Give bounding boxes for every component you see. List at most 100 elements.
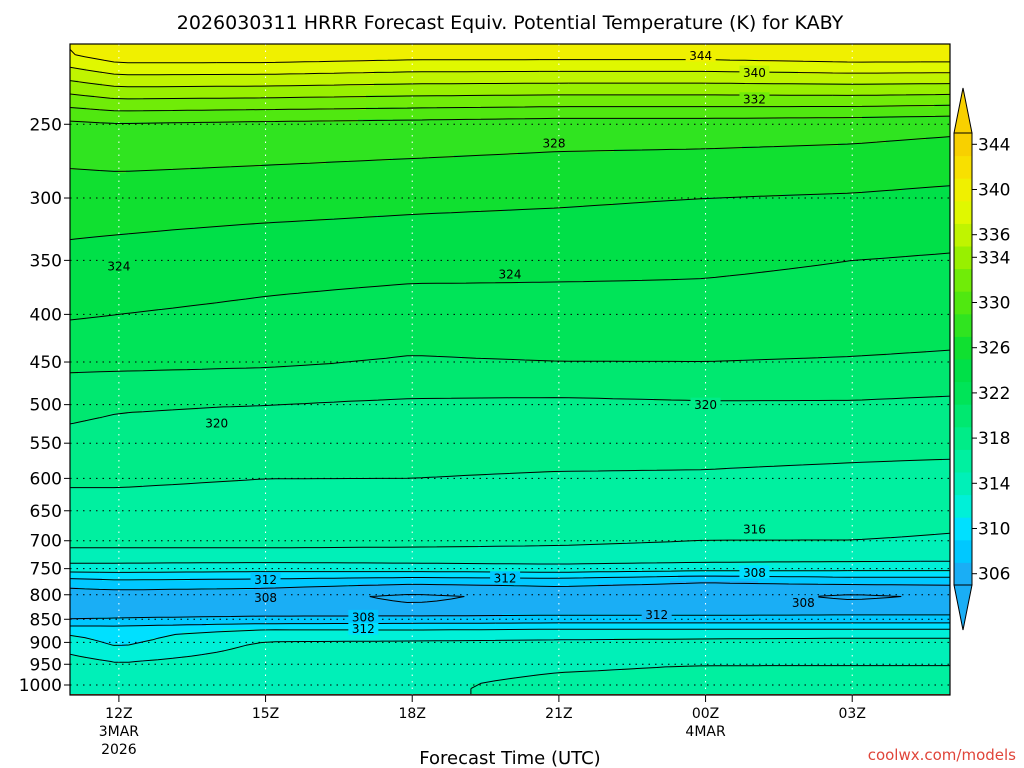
x-tick-label: 12Z [105, 706, 132, 722]
contour-label-text: 340 [743, 66, 766, 80]
contour-label-308: 308 [788, 595, 819, 610]
colorbar-swatch-334 [954, 246, 972, 270]
contour-316 [70, 532, 950, 694]
x-tick-label: 15Z [252, 706, 279, 722]
contour-label-308: 308 [348, 609, 379, 624]
x-tick-label: 00Z [692, 706, 719, 722]
y-tick-label: 250 [30, 115, 62, 135]
colorbar-label: 334 [978, 248, 1010, 268]
plot-border [69, 43, 951, 696]
contour-label-text: 312 [352, 622, 375, 636]
contour-308 [70, 582, 950, 620]
colorbar-swatch-308 [954, 539, 972, 563]
contour-328 [70, 136, 950, 172]
colorbar-swatch-324 [954, 359, 972, 383]
colorbar-swatch-316 [954, 449, 972, 473]
y-tick-label: 700 [30, 532, 62, 552]
contour-322 [70, 349, 950, 374]
colorbar-swatch-344 [954, 133, 972, 157]
y-tick-label: 600 [30, 469, 62, 489]
colorbar-swatch-306 [954, 562, 972, 586]
contour-label-text: 344 [689, 49, 712, 63]
contour-label-text: 324 [499, 268, 522, 282]
contour-label-312: 312 [490, 571, 521, 586]
contour-320 [70, 395, 950, 425]
y-tick-label: 400 [30, 305, 62, 325]
contour-340 [70, 49, 950, 64]
colorbar-swatch-340 [954, 178, 972, 202]
plot-area [70, 44, 950, 695]
contour-label-text: 308 [352, 610, 375, 624]
colorbar-max-arrow [953, 87, 973, 134]
contour-label-328: 328 [539, 136, 569, 151]
contour-336 [70, 80, 950, 88]
colorbar-swatch-326 [954, 336, 972, 360]
colorbar-swatch-342 [954, 155, 972, 179]
contour-label-312: 312 [348, 621, 379, 636]
colorbar-swatch-310 [954, 517, 972, 541]
contour-332 [70, 104, 950, 112]
colorbar-label: 310 [978, 520, 1010, 540]
y-tick-label: 500 [30, 396, 62, 416]
contour-324 [70, 252, 950, 321]
y-tick-label: 300 [30, 189, 62, 209]
y-tick-label: 350 [30, 251, 62, 271]
contour-label-308: 308 [739, 565, 770, 580]
y-tick-label: 550 [30, 434, 62, 454]
x-tick-date-label: 3MAR [99, 724, 140, 740]
contour-label-320: 320 [201, 415, 232, 430]
colorbar-label: 306 [978, 565, 1010, 585]
colorbar-swatch-328 [954, 313, 972, 337]
contour-314 [70, 560, 950, 663]
colorbar-label: 326 [978, 339, 1010, 359]
y-tick-label: 850 [30, 610, 62, 630]
y-tick-label: 800 [30, 586, 62, 606]
colorbar-swatch-314 [954, 472, 972, 496]
colorbar-swatch-320 [954, 404, 972, 428]
contour-label-312: 312 [250, 572, 281, 587]
x-tick-year-label: 2026 [101, 742, 137, 758]
y-tick-label: 1000 [19, 676, 62, 696]
contour-label-316: 316 [739, 522, 770, 537]
colorbar-label: 330 [978, 294, 1010, 314]
x-axis: 12Z 3MAR 2026 15Z 18Z 21Z 00Z 4MAR 03Z [99, 695, 866, 758]
colorbar-swatch-332 [954, 268, 972, 292]
colorbar-swatch-336 [954, 223, 972, 247]
contour-label-text: 308 [792, 596, 815, 610]
colorbar-label: 322 [978, 384, 1010, 404]
x-tick-date-label: 4MAR [685, 724, 726, 740]
y-tick-label: 450 [30, 353, 62, 373]
x-tick-label: 21Z [545, 706, 572, 722]
contour-label-text: 312 [254, 573, 277, 587]
colorbar-swatch-318 [954, 426, 972, 450]
colorbar-swatch-322 [954, 381, 972, 405]
contour-label-text: 316 [743, 523, 766, 537]
contour-330 [70, 115, 950, 124]
contour-label-344: 344 [685, 48, 716, 63]
y-tick-label: 950 [30, 655, 62, 675]
x-tick-label: 03Z [839, 706, 866, 722]
colorbar-label: 336 [978, 226, 1010, 246]
contour-label-text: 312 [645, 608, 668, 622]
y-tick-label: 650 [30, 502, 62, 522]
contour-label-text: 328 [543, 137, 566, 151]
contour-label-312: 312 [641, 607, 672, 622]
contour-label-text: 320 [694, 398, 717, 412]
y-axis: 250 300 350 400 450 500 550 600 650 700 750 800 850 9… [19, 115, 70, 696]
contour-334 [70, 93, 950, 100]
colorbar-swatch-338 [954, 200, 972, 224]
contour-326 [70, 185, 950, 241]
colorbar-label: 318 [978, 429, 1010, 449]
x-tick-label: 18Z [399, 706, 426, 722]
contour-label-text: 332 [743, 93, 766, 107]
y-tick-label: 900 [30, 633, 62, 653]
colorbar-label: 344 [978, 135, 1010, 155]
colorbar-min-arrow [953, 584, 973, 631]
chart-title: 2026030311 HRRR Forecast Equiv. Potentia… [177, 12, 844, 34]
contour-312 [70, 570, 950, 646]
contour-label-308: 308 [250, 590, 281, 605]
colorbar-label: 340 [978, 181, 1010, 201]
